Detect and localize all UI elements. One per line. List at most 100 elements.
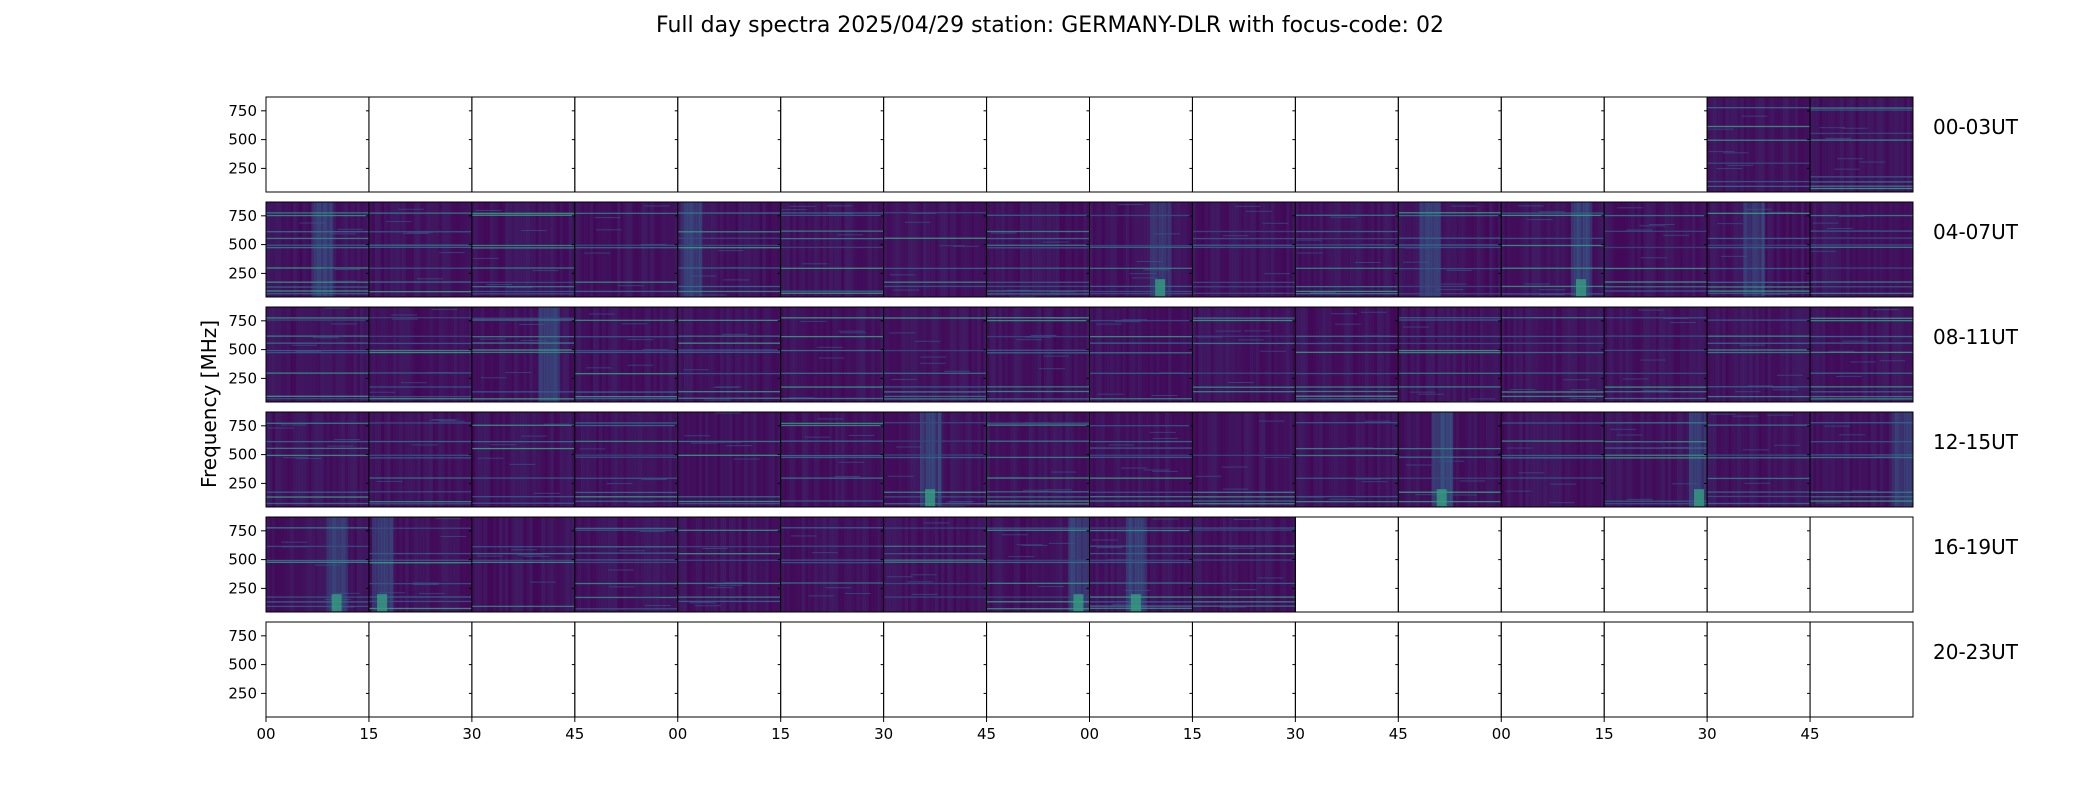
spectrogram-panel [983,306,1090,403]
spectrogram-panel [1704,411,1811,508]
empty-panel [880,621,988,718]
y-tick-label: 250 [228,264,257,282]
empty-panel [1807,516,1914,613]
spectrogram-panel [674,306,782,403]
spectrogram-panel [1086,201,1193,298]
spectrogram-panel [468,516,576,613]
spectrogram-panel [1807,201,1914,298]
spectrogram-panel [265,306,370,403]
empty-panel [1807,621,1914,718]
spectrogram-panel [1395,306,1502,403]
spectrogram-panel [1189,306,1296,403]
x-tick-label: 45 [1801,725,1820,743]
spectrogram-panel [777,306,885,403]
y-tick-label: 250 [228,369,257,387]
empty-panel [1704,516,1811,613]
x-tick-label: 45 [565,725,584,743]
spectra-row-04-07UT: 250 500 750 04-07UT [228,201,2019,298]
spectrogram-panel [1498,306,1605,403]
spectrogram-panel [1395,201,1502,298]
spectrogram-panel [265,516,370,613]
empty-panel [468,96,576,193]
empty-panel [1601,621,1708,718]
y-tick-label: 750 [228,207,257,225]
row-label: 04-07UT [1933,220,2019,244]
chart-title: Full day spectra 2025/04/29 station: GER… [656,13,1444,38]
spectrogram-panel [777,516,885,613]
spectrogram-panel [674,201,782,298]
spectrogram-panel [1704,306,1811,403]
empty-panel [1086,96,1193,193]
empty-panel [265,621,370,718]
x-tick-label: 30 [1286,725,1305,743]
empty-panel [265,96,370,193]
x-tick-label: 00 [668,725,687,743]
empty-panel [1498,516,1605,613]
row-label: 12-15UT [1933,430,2019,454]
spectra-row-16-19UT: 250 500 750 16-19UT [228,516,2019,613]
spectrogram-panel [880,201,988,298]
spectrogram-panel [674,411,782,508]
empty-panel [468,621,576,718]
empty-panel [1395,96,1502,193]
spectrogram-panel [468,201,576,298]
empty-panel [1189,96,1296,193]
spectrogram-panel [1292,411,1399,508]
empty-panel [983,621,1090,718]
empty-panel [777,96,885,193]
empty-panel [1498,96,1605,193]
y-tick-label: 500 [228,131,257,149]
y-tick-label: 750 [228,102,257,120]
x-tick-label: 30 [1698,725,1717,743]
empty-panel [365,96,473,193]
y-tick-label: 750 [228,627,257,645]
y-tick-label: 750 [228,312,257,330]
y-tick-label: 500 [228,551,257,569]
empty-panel [1086,621,1193,718]
spectrogram-panel [777,201,885,298]
y-tick-label: 500 [228,341,257,359]
x-tick-label: 45 [1389,725,1408,743]
spectrogram-panel [674,516,782,613]
x-tick-label: 30 [874,725,893,743]
spectrogram-panel [1807,411,1914,508]
spectrogram-panel [571,411,679,508]
empty-panel [880,96,988,193]
empty-panel [1395,621,1502,718]
spectrogram-panel [983,201,1090,298]
x-tick-label: 45 [977,725,996,743]
row-label: 20-23UT [1933,640,2019,664]
spectrogram-panel [880,411,988,508]
spectrogram-panel [1189,516,1296,613]
y-tick-label: 500 [228,236,257,254]
spectrogram-panel [1189,411,1296,508]
empty-panel [1189,621,1296,718]
spectrogram-panel [571,516,679,613]
spectrogram-panel [777,411,885,508]
empty-panel [1292,96,1399,193]
spectrogram-panel [1601,201,1708,298]
spectrogram-panel [1086,516,1193,613]
empty-panel [571,621,679,718]
spectrogram-panel [1189,201,1296,298]
x-tick-label: 00 [1492,725,1511,743]
y-tick-label: 250 [228,579,257,597]
spectrogram-panel [571,306,679,403]
spectrogram-panel [880,306,988,403]
spectrogram-panel [468,411,576,508]
spectrogram-panel [365,516,473,613]
spectrogram-panel [1395,411,1502,508]
empty-panel [571,96,679,193]
spectrogram-panel [1601,306,1708,403]
empty-panel [983,96,1090,193]
row-label: 16-19UT [1933,535,2019,559]
x-tick-label: 15 [1595,725,1614,743]
empty-panel [1292,621,1399,718]
spectrogram-panel [265,201,370,298]
spectrogram-panel [1807,96,1914,193]
spectrogram-panel [1292,201,1399,298]
spectrogram-panel [365,201,473,298]
empty-panel [1292,516,1399,613]
